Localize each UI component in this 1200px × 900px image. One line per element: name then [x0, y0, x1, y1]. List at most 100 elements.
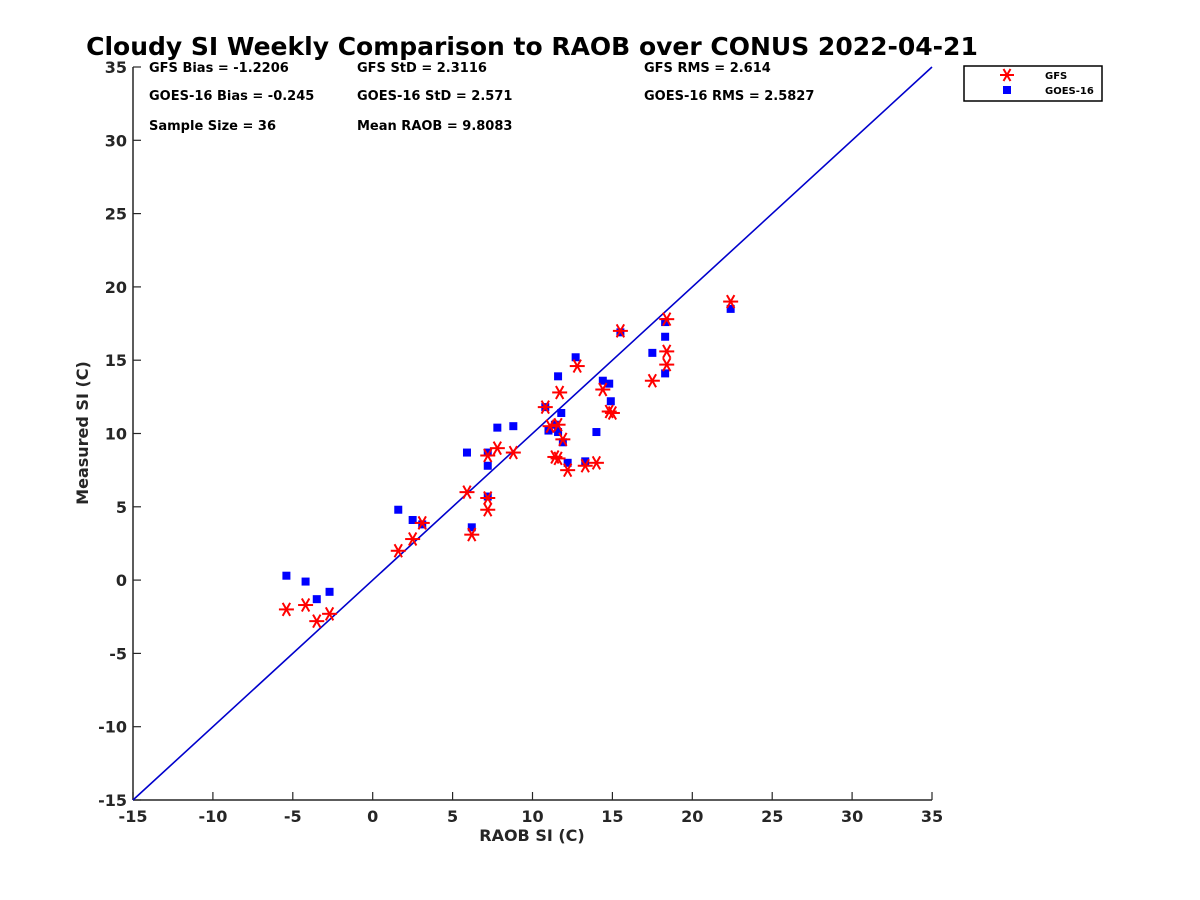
chart-title: Cloudy SI Weekly Comparison to RAOB over…	[86, 32, 978, 61]
gfs-point	[659, 312, 675, 327]
y-tick-label: 30	[105, 131, 127, 150]
y-tick-label: 35	[105, 58, 127, 77]
x-tick-label: -5	[284, 807, 302, 826]
stat-gfs-rms: GFS RMS = 2.614	[644, 61, 771, 76]
gfs-point	[322, 606, 338, 621]
x-tick-label: 10	[521, 807, 543, 826]
x-tick-label: -15	[119, 807, 148, 826]
gfs-point	[723, 294, 739, 309]
x-tick-label: 35	[921, 807, 943, 826]
gfs-point	[659, 344, 675, 359]
gfs-point	[489, 441, 505, 456]
x-tick-label: 30	[841, 807, 863, 826]
gfs-point	[555, 432, 571, 447]
stat-gfs-std: GFS StD = 2.3116	[357, 61, 487, 76]
gfs-point	[604, 405, 620, 420]
goes16-point	[563, 458, 572, 467]
goes16-point	[606, 397, 615, 406]
goes16-point	[483, 461, 492, 470]
goes16-point	[394, 505, 403, 514]
goes16-point	[726, 304, 735, 313]
gfs-point	[550, 451, 566, 466]
y-tick-label: 20	[105, 278, 127, 297]
one-to-one-line	[132, 66, 933, 801]
gfs-point	[612, 323, 628, 338]
gfs-point	[552, 385, 568, 400]
gfs-point	[298, 598, 314, 613]
stat-goes-bias: GOES-16 Bias = -0.245	[149, 89, 314, 104]
gfs-point	[405, 532, 421, 547]
gfs-point	[550, 417, 566, 432]
goes16-point	[509, 422, 518, 431]
gfs-point	[480, 491, 496, 505]
goes16-point	[493, 423, 502, 432]
stat-gfs-bias: GFS Bias = -1.2206	[149, 61, 289, 76]
legend-marker-goes16	[1003, 86, 1011, 94]
legend-label-goes16: GOES-16	[1045, 86, 1094, 97]
gfs-point	[278, 602, 294, 617]
goes16-point	[557, 408, 566, 417]
stat-goes-rms: GOES-16 RMS = 2.5827	[644, 89, 814, 104]
goes16-point	[282, 571, 291, 580]
goes16-point	[558, 438, 567, 447]
gfs-point	[537, 400, 553, 415]
gfs-point	[459, 485, 475, 500]
gfs-point	[464, 527, 480, 542]
goes16-point	[648, 348, 657, 357]
goes16-point	[554, 372, 563, 381]
goes16-point	[408, 515, 417, 524]
y-tick-label: 15	[105, 351, 127, 370]
goes16-point	[581, 457, 590, 466]
goes16-point	[483, 448, 492, 457]
legend-goes16-square	[1003, 86, 1011, 94]
x-tick-label: 20	[681, 807, 703, 826]
goes16-point	[598, 376, 607, 385]
gfs-point	[560, 463, 576, 478]
stat-mean-raob: Mean RAOB = 9.8083	[357, 119, 512, 134]
y-tick-label: 25	[105, 205, 127, 224]
goes16-point	[462, 448, 471, 457]
goes16-point	[661, 369, 670, 378]
y-tick-label: -10	[98, 718, 127, 737]
y-tick-label: -15	[98, 791, 127, 810]
y-tick-label: -5	[109, 644, 127, 663]
gfs-point	[480, 502, 496, 517]
x-tick-label: 5	[447, 807, 458, 826]
goes16-point	[312, 595, 321, 604]
goes16-point	[661, 332, 670, 341]
goes16-point	[571, 353, 580, 362]
gfs-point	[505, 445, 521, 460]
series-gfs	[278, 294, 739, 629]
y-tick-label: 10	[105, 425, 127, 444]
stat-sample-size: Sample Size = 36	[149, 119, 276, 134]
x-tick-label: 15	[601, 807, 623, 826]
gfs-point	[644, 373, 660, 388]
goes16-point	[605, 379, 614, 388]
plot-area: -15 -10 -5 0 5 10 15 20 25 30 35 -15 -10 -5 0 5 10 15 20 25…	[98, 58, 943, 826]
gfs-point	[577, 458, 593, 473]
goes16-point	[467, 523, 476, 532]
y-axis-label: Measured SI (C)	[73, 361, 92, 505]
x-axis-label: RAOB SI (C)	[479, 826, 584, 845]
gfs-point	[542, 419, 558, 434]
legend-gfs-asterisk	[1000, 68, 1014, 82]
goes16-point	[325, 587, 334, 596]
gfs-point	[309, 614, 325, 629]
x-tick-label: 0	[367, 807, 378, 826]
x-tick-label: 25	[761, 807, 783, 826]
legend: GFS GOES-16	[963, 65, 1103, 102]
gfs-point	[595, 382, 611, 397]
goes16-point	[592, 428, 601, 437]
gfs-point	[414, 515, 430, 530]
goes16-point	[301, 577, 310, 586]
stats-block: GFS Bias = -1.2206 GFS StD = 2.3116 GFS …	[149, 61, 814, 134]
gfs-point	[390, 543, 406, 558]
goes16-point	[554, 428, 563, 437]
stat-goes-std: GOES-16 StD = 2.571	[357, 89, 512, 104]
x-tick-label: -10	[198, 807, 227, 826]
gfs-point	[659, 357, 675, 372]
gfs-point	[480, 448, 496, 463]
legend-marker-gfs	[1000, 68, 1014, 82]
y-tick-label: 0	[116, 571, 127, 590]
